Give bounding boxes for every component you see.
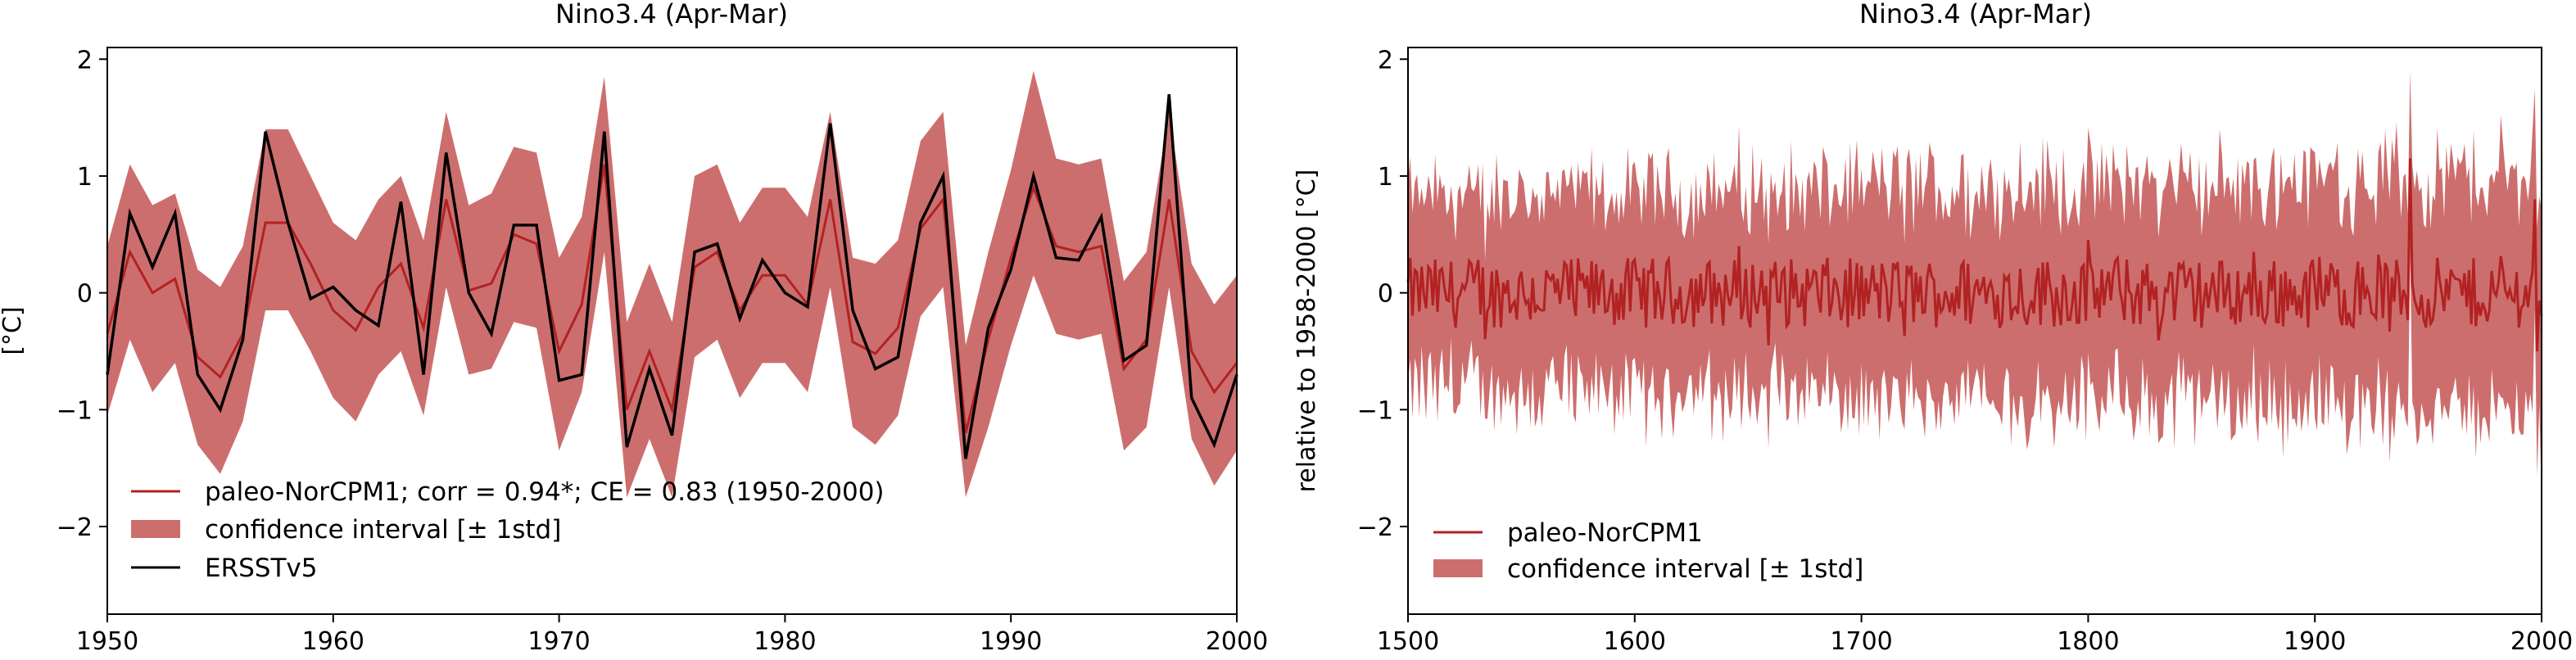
right-y-tick-label: 2	[1378, 46, 1393, 75]
right-y-tick-label: 0	[1378, 280, 1393, 309]
left-legend-paleo-label: paleo-NorCPM1; corr = 0.94*; CE = 0.83 (…	[205, 477, 885, 507]
right-chart-title: Nino3.4 (Apr-Mar)	[1859, 0, 2092, 29]
right-y-axis-label: relative to 1958-2000 [°C]	[1293, 170, 1321, 493]
right-y-tick-label: −2	[1357, 513, 1393, 542]
left-x-tick-label: 1950	[76, 627, 138, 656]
left-y-tick-label: −1	[57, 396, 93, 425]
left-legend: paleo-NorCPM1; corr = 0.94*; CE = 0.83 (…	[131, 477, 885, 583]
right-x-tick-label: 1600	[1604, 627, 1666, 656]
left-legend-band-label: confidence interval [± 1std]	[205, 515, 561, 545]
right-legend-paleo-label: paleo-NorCPM1	[1507, 518, 1703, 548]
right-y-tick-label: 1	[1378, 163, 1393, 192]
right-legend: paleo-NorCPM1 confidence interval [± 1st…	[1433, 518, 1863, 584]
right-x-tick-label: 1700	[1830, 627, 1892, 656]
right-x-axis: 1500 1600 1700 1800 1900 2000	[1377, 614, 2573, 656]
left-legend-ersst-label: ERSSTv5	[205, 554, 318, 583]
left-y-tick-label: 1	[77, 163, 93, 192]
left-y-axis-label: [°C]	[0, 306, 27, 355]
left-x-tick-label: 2000	[1206, 627, 1268, 656]
left-x-tick-label: 1990	[980, 627, 1042, 656]
left-confidence-band	[107, 70, 1237, 498]
right-legend-band-label: confidence interval [± 1std]	[1507, 554, 1863, 584]
left-x-tick-label: 1970	[527, 627, 590, 656]
left-x-tick-label: 1980	[754, 627, 816, 656]
left-chart-title: Nino3.4 (Apr-Mar)	[555, 0, 788, 29]
left-axes-frame	[106, 47, 1238, 615]
left-y-axis: 2 1 0 −1 −2	[57, 46, 107, 542]
left-y-tick-label: −2	[57, 513, 93, 542]
right-paleo-norcpm1-line	[1406, 158, 2543, 352]
left-x-axis: 1950 1960 1970 1980 1990 2000	[76, 614, 1268, 656]
right-y-axis: 2 1 0 −1 −2	[1357, 46, 1408, 542]
left-chart-panel: Nino3.4 (Apr-Mar) 1950 1960 1970 1980 1990 20…	[0, 0, 1268, 656]
right-x-tick-label: 1800	[2057, 627, 2119, 656]
right-legend-band-swatch	[1433, 559, 1483, 577]
right-x-tick-label: 1900	[2284, 627, 2346, 656]
left-x-tick-label: 1960	[302, 627, 364, 656]
right-chart-panel: Nino3.4 (Apr-Mar) 1500 1600 1700 1800 1900 20…	[1293, 0, 2573, 656]
left-y-tick-label: 0	[77, 280, 93, 309]
left-plot-area	[106, 70, 1238, 498]
left-legend-band-swatch	[131, 520, 180, 538]
left-ersstv5-line	[106, 93, 1238, 459]
right-plot-area	[1406, 70, 2543, 498]
left-y-tick-label: 2	[77, 46, 93, 75]
right-y-tick-label: −1	[1357, 396, 1393, 425]
right-x-tick-label: 1500	[1377, 627, 1439, 656]
right-axes-frame	[1407, 47, 2542, 615]
right-x-tick-label: 2000	[2510, 627, 2573, 656]
